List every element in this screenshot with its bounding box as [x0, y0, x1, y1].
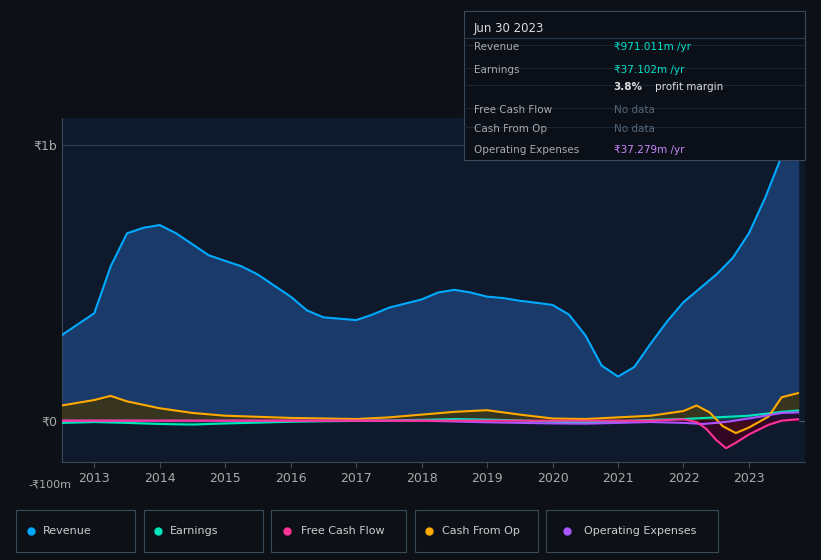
Text: -₹100m: -₹100m — [29, 479, 71, 489]
Text: 3.8%: 3.8% — [614, 82, 643, 92]
Text: Jun 30 2023: Jun 30 2023 — [474, 22, 544, 35]
Text: ₹37.102m /yr: ₹37.102m /yr — [614, 64, 684, 74]
Text: Cash From Op: Cash From Op — [442, 526, 520, 535]
Text: Cash From Op: Cash From Op — [474, 124, 547, 134]
Text: Earnings: Earnings — [170, 526, 218, 535]
Text: No data: No data — [614, 124, 654, 134]
Text: Revenue: Revenue — [43, 526, 91, 535]
Text: profit margin: profit margin — [654, 82, 723, 92]
Text: Free Cash Flow: Free Cash Flow — [300, 526, 384, 535]
Text: Revenue: Revenue — [474, 43, 519, 53]
Text: Operating Expenses: Operating Expenses — [584, 526, 696, 535]
Text: ₹37.279m /yr: ₹37.279m /yr — [614, 145, 684, 155]
Text: Earnings: Earnings — [474, 64, 520, 74]
Text: Operating Expenses: Operating Expenses — [474, 145, 580, 155]
Text: Free Cash Flow: Free Cash Flow — [474, 105, 553, 115]
Text: No data: No data — [614, 105, 654, 115]
Text: ₹971.011m /yr: ₹971.011m /yr — [614, 43, 690, 53]
